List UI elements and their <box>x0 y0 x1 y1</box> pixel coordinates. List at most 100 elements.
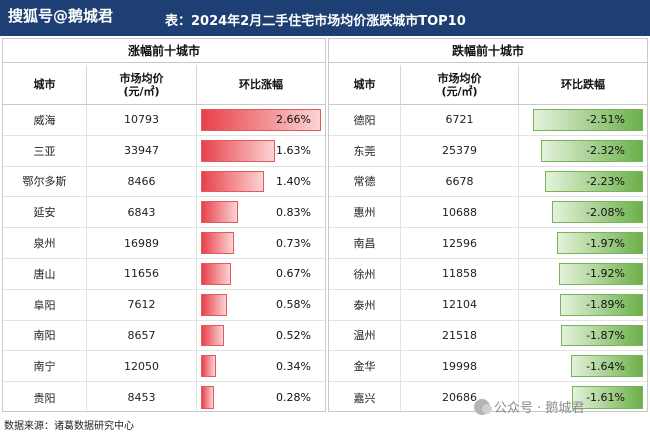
fall-panel: 跌幅前十城市 城市 市场均价 (元/㎡) 环比跌幅 德阳 6721 -2.51% 东莞… <box>328 38 648 413</box>
change-label: 0.58% <box>276 298 311 312</box>
change-label: 0.73% <box>276 236 311 250</box>
table-row: 鄂尔多斯 8466 1.40% <box>3 166 325 198</box>
change-label: -2.51% <box>586 113 625 127</box>
rise-panel: 涨幅前十城市 城市 市场均价 (元/㎡) 环比涨幅 威海 10793 2.66% 三亚… <box>2 38 326 413</box>
rise-bar <box>201 109 321 131</box>
city-cell: 泉州 <box>3 228 87 258</box>
rise-bar <box>201 139 275 162</box>
change-label: 0.52% <box>276 328 311 342</box>
city-cell: 阜阳 <box>3 289 87 320</box>
rise-panel-title: 涨幅前十城市 <box>3 39 325 63</box>
change-label: -2.32% <box>586 144 625 158</box>
fall-rows: 德阳 6721 -2.51% 东莞 25379 -2.32% 常德 6678 -2.23% 惠州 1… <box>329 105 647 413</box>
table-row: 南阳 8657 0.52% <box>3 320 325 352</box>
change-cell: 0.67% <box>197 259 325 289</box>
header-bar: 搜狐号@鹅城君 表：2024年2月二手住宅市场均价涨跌城市TOP10 <box>0 0 650 36</box>
change-label: 0.83% <box>276 205 311 219</box>
price-cell: 12104 <box>401 289 519 320</box>
rise-rows: 威海 10793 2.66% 三亚 33947 1.63% 鄂尔多斯 8466 1.40% 延安 6… <box>3 105 325 413</box>
rise-bar <box>201 355 217 378</box>
price-cell: 6721 <box>401 105 519 135</box>
change-label: 1.40% <box>276 174 311 188</box>
table-row: 三亚 33947 1.63% <box>3 135 325 167</box>
price-cell: 19998 <box>401 351 519 382</box>
change-cell: -1.92% <box>519 259 647 289</box>
footer-watermark-text: 公众号 · 鹅城君 <box>494 401 585 416</box>
city-cell: 东莞 <box>329 135 401 166</box>
city-cell: 泰州 <box>329 289 401 320</box>
rise-bar <box>201 324 225 347</box>
table-row: 贵阳 8453 0.28% <box>3 382 325 413</box>
fall-bar <box>551 201 643 224</box>
change-cell: 1.40% <box>197 167 325 197</box>
change-cell: -1.97% <box>519 228 647 258</box>
fall-bar <box>571 355 643 378</box>
price-cell: 10793 <box>87 105 197 135</box>
fall-bar <box>561 324 643 347</box>
data-source-note: 数据来源：诸葛数据研究中心 <box>4 421 134 432</box>
top-watermark: 搜狐号@鹅城君 <box>8 7 114 25</box>
city-cell: 常德 <box>329 166 401 197</box>
change-cell: 0.83% <box>197 197 325 227</box>
fall-bar <box>556 232 643 254</box>
change-label: -1.87% <box>586 328 625 342</box>
price-cell: 8466 <box>87 166 197 197</box>
price-cell: 8453 <box>87 382 197 413</box>
change-label: 0.67% <box>276 267 311 281</box>
rise-col-city: 城市 <box>3 65 87 105</box>
fall-bar <box>545 170 643 193</box>
price-cell: 33947 <box>87 135 197 166</box>
fall-bar <box>560 293 643 316</box>
rise-bar <box>201 232 234 254</box>
price-cell: 20686 <box>401 382 519 413</box>
price-cell: 8657 <box>87 320 197 351</box>
change-cell: 0.58% <box>197 290 325 320</box>
change-label: 0.34% <box>276 359 311 373</box>
price-cell: 12050 <box>87 351 197 382</box>
change-label: -2.23% <box>586 174 625 188</box>
rise-bar <box>201 386 214 409</box>
table-row: 延安 6843 0.83% <box>3 197 325 229</box>
change-cell: -2.08% <box>519 197 647 227</box>
city-cell: 南阳 <box>3 320 87 351</box>
table-row: 南昌 12596 -1.97% <box>329 228 647 259</box>
fall-col-change: 环比跌幅 <box>519 65 647 105</box>
fall-bar <box>541 139 643 162</box>
city-cell: 唐山 <box>3 258 87 289</box>
change-label: -1.89% <box>586 298 625 312</box>
table-row: 泰州 12104 -1.89% <box>329 289 647 321</box>
table-row: 金华 19998 -1.64% <box>329 351 647 383</box>
fall-col-city: 城市 <box>329 65 401 105</box>
price-cell: 21518 <box>401 320 519 351</box>
change-cell: 1.63% <box>197 136 325 166</box>
change-cell: 2.66% <box>197 105 325 135</box>
change-label: -1.61% <box>586 391 625 405</box>
change-cell: 0.52% <box>197 321 325 351</box>
city-cell: 威海 <box>3 105 87 135</box>
table-row: 德阳 6721 -2.51% <box>329 105 647 136</box>
table-row: 阜阳 7612 0.58% <box>3 289 325 321</box>
fall-panel-title: 跌幅前十城市 <box>329 39 647 63</box>
table-row: 威海 10793 2.66% <box>3 105 325 136</box>
city-cell: 嘉兴 <box>329 382 401 413</box>
fall-bar <box>558 262 643 285</box>
city-cell: 温州 <box>329 320 401 351</box>
fall-bar <box>572 386 643 409</box>
city-cell: 惠州 <box>329 197 401 228</box>
city-cell: 贵阳 <box>3 382 87 413</box>
rise-col-change: 环比涨幅 <box>197 65 325 105</box>
rise-col-price: 市场均价 (元/㎡) <box>87 65 197 105</box>
rise-bar <box>201 293 228 316</box>
table-row: 温州 21518 -1.87% <box>329 320 647 352</box>
change-cell: -1.64% <box>519 351 647 381</box>
change-label: -1.92% <box>586 267 625 281</box>
change-label: -1.64% <box>586 359 625 373</box>
table-row: 东莞 25379 -2.32% <box>329 135 647 167</box>
change-label: 2.66% <box>276 113 311 127</box>
change-cell: -2.51% <box>519 105 647 135</box>
price-cell: 12596 <box>401 228 519 258</box>
table-row: 常德 6678 -2.23% <box>329 166 647 198</box>
price-cell: 16989 <box>87 228 197 258</box>
change-cell: -1.87% <box>519 321 647 351</box>
table-row: 唐山 11656 0.67% <box>3 258 325 290</box>
